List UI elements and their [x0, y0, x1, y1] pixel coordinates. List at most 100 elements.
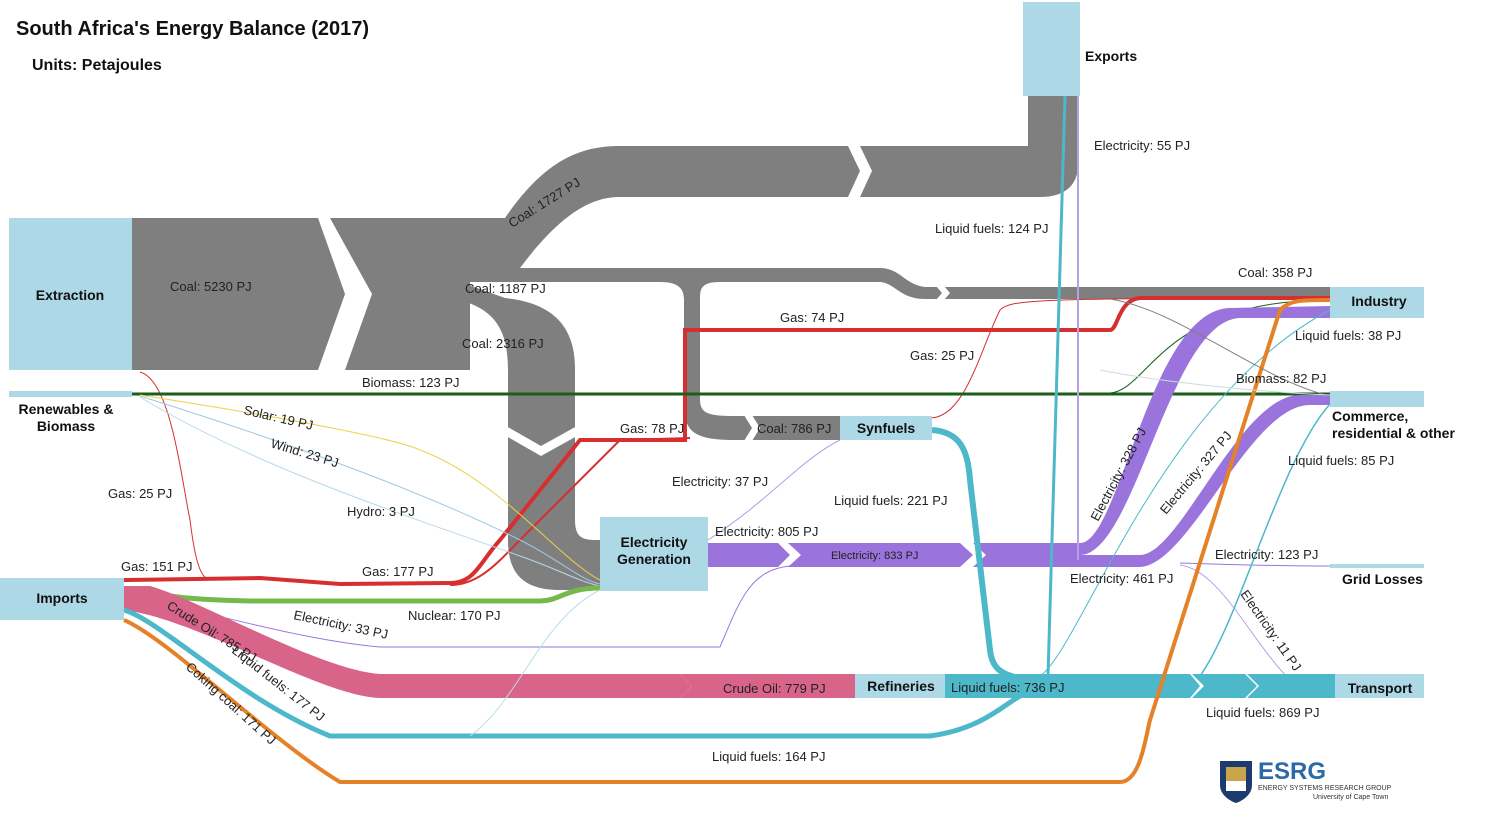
- flow-biomass-82: [1099, 369, 1331, 396]
- flow-label-lf-164: Liquid fuels: 164 PJ: [712, 749, 825, 764]
- flow-coking-171: [123, 298, 1331, 784]
- flow-lf-177: [123, 607, 1031, 739]
- node-extraction: [9, 218, 132, 370]
- flow-coal-1727: [460, 96, 1078, 268]
- node-elecgen: [600, 517, 708, 591]
- node-label-refineries: Refineries: [867, 678, 935, 694]
- flow-label-solar-19: Solar: 19 PJ: [242, 402, 314, 433]
- flow-lf-124: [1046, 95, 1067, 677]
- node-synfuels: [840, 416, 932, 440]
- node-grid-losses: [1330, 564, 1424, 568]
- chart-subtitle: Units: Petajoules: [32, 57, 162, 74]
- flow-gas-151: [123, 296, 1330, 587]
- flow-coal-split: [330, 218, 470, 370]
- flow-label-lf-124: Liquid fuels: 124 PJ: [935, 221, 1048, 236]
- flow-label-lf-85: Liquid fuels: 85 PJ: [1288, 453, 1394, 468]
- logo-line1: ENERGY SYSTEMS RESEARCH GROUP: [1258, 785, 1392, 792]
- flow-label-elec-833: Electricity: 833 PJ: [831, 550, 918, 562]
- flow-label-wind-23: Wind: 23 PJ: [269, 436, 340, 471]
- flow-crude-785: [124, 586, 692, 698]
- flow-coal-1727-chevron: [848, 146, 872, 197]
- flow-lf-869: [1247, 674, 1335, 698]
- node-label-renewables: Renewables &: [19, 401, 114, 417]
- flow-label-gas-177: Gas: 177 PJ: [362, 564, 434, 579]
- flow-elec-833: [788, 543, 973, 567]
- flow-label-lf-221: Liquid fuels: 221 PJ: [834, 493, 947, 508]
- flow-lf-164: [469, 589, 601, 737]
- flow-label-gas-25a: Gas: 25 PJ: [910, 348, 974, 363]
- flow-nuclear-170: [123, 585, 601, 604]
- flow-label-coal-1187: Coal: 1187 PJ: [465, 281, 546, 296]
- flow-elec-main: [973, 306, 1330, 567]
- node-label-synfuels: Synfuels: [857, 420, 916, 436]
- flow-lf-221: [931, 427, 1031, 683]
- flow-elec-805: [708, 543, 790, 567]
- flow-label-coal-5230: Coal: 5230 PJ: [170, 279, 252, 294]
- flow-wind-23: [139, 395, 601, 585]
- node-refineries: [855, 674, 945, 698]
- flow-crude-779: [680, 674, 855, 698]
- flow-gas-25-left: [139, 371, 211, 581]
- flow-coal-786-chevron: [744, 415, 760, 441]
- node-exports: [1023, 2, 1080, 96]
- flow-label-elec-55: Electricity: 55 PJ: [1094, 138, 1190, 153]
- flow-label-gas-25b: Gas: 25 PJ: [108, 486, 172, 501]
- flow-lf-refinery-out: [945, 674, 1200, 698]
- flow-elec-11: [1179, 564, 1331, 689]
- flow-biomass-to-industry: [1109, 299, 1331, 394]
- flow-lf-85: [1199, 403, 1331, 677]
- flow-label-biomass-82: Biomass: 82 PJ: [1236, 371, 1326, 386]
- node-imports: [0, 578, 124, 620]
- node-label-grid-losses: Grid Losses: [1342, 571, 1423, 587]
- flow-coal-to-commerce: [1109, 298, 1331, 397]
- node-transport: [1335, 674, 1424, 698]
- flow-label-nuclear-170: Nuclear: 170 PJ: [408, 608, 501, 623]
- node-label-transport: Transport: [1348, 680, 1413, 696]
- flow-label-coal-2316: Coal: 2316 PJ: [462, 336, 544, 351]
- flow-label-crude-779: Crude Oil: 779 PJ: [723, 681, 826, 696]
- flow-label-elec-37: Electricity: 37 PJ: [672, 474, 768, 489]
- node-label-commerce-2: residential & other: [1332, 425, 1455, 441]
- flow-label-elec-805: Electricity: 805 PJ: [715, 524, 818, 539]
- node-label-elecgen: Electricity: [621, 534, 688, 550]
- flow-coal-2316-chevron: [506, 426, 577, 456]
- flow-lf-transport-in: [1192, 674, 1257, 698]
- chart-title: South Africa's Energy Balance (2017): [16, 18, 370, 40]
- flow-elec-37: [707, 439, 841, 541]
- flow-coal-2316: [460, 282, 600, 590]
- flow-label-lf-869: Liquid fuels: 869 PJ: [1206, 705, 1319, 720]
- node-commerce: [1330, 391, 1424, 407]
- flow-label-elec-11: Electricity: 11 PJ: [1238, 587, 1305, 674]
- flow-label-gas-74: Gas: 74 PJ: [780, 310, 844, 325]
- flow-label-lf-38: Liquid fuels: 38 PJ: [1295, 328, 1401, 343]
- flow-coal-5230: [132, 218, 345, 370]
- flow-label-lf-736: Liquid fuels: 736 PJ: [951, 680, 1064, 695]
- node-industry: [1330, 287, 1424, 318]
- flow-label-hydro-3: Hydro: 3 PJ: [347, 504, 415, 519]
- flow-label-coal-358: Coal: 358 PJ: [1238, 265, 1312, 280]
- node-label-extraction: Extraction: [36, 287, 104, 303]
- node-label-renewables-2: Biomass: [37, 418, 96, 434]
- flow-label-elec-461: Electricity: 461 PJ: [1070, 571, 1173, 586]
- flow-label-coal-786: Coal: 786 PJ: [757, 421, 831, 436]
- node-label-exports: Exports: [1085, 48, 1137, 64]
- flow-label-elec-123: Electricity: 123 PJ: [1215, 547, 1318, 562]
- node-label-commerce: Commerce,: [1332, 408, 1408, 424]
- flow-coal-1187: [460, 268, 1330, 440]
- flow-label-gas-151: Gas: 151 PJ: [121, 559, 193, 574]
- logo-name: ESRG: [1258, 758, 1326, 785]
- node-label-imports: Imports: [36, 590, 88, 606]
- esrg-logo: ESRG ENERGY SYSTEMS RESEARCH GROUP Unive…: [1218, 757, 1418, 803]
- flow-label-biomass-123: Biomass: 123 PJ: [362, 375, 460, 390]
- node-label-elecgen-2: Generation: [617, 551, 691, 567]
- flow-label-elec-33: Electricity: 33 PJ: [292, 607, 389, 642]
- flow-solar-19: [139, 394, 601, 581]
- flow-label-gas-78: Gas: 78 PJ: [620, 421, 684, 436]
- node-label-industry: Industry: [1351, 293, 1406, 309]
- node-renewables: [9, 391, 132, 397]
- flow-coal-1187-chevron: [936, 286, 950, 300]
- logo-line2: University of Cape Town: [1313, 794, 1388, 801]
- flow-elec-123: [1179, 562, 1331, 567]
